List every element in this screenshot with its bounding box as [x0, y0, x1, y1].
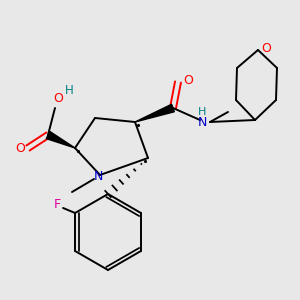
Text: O: O — [261, 41, 271, 55]
Text: N: N — [197, 116, 207, 130]
Text: H: H — [198, 107, 206, 117]
Text: F: F — [53, 199, 61, 212]
Polygon shape — [135, 104, 174, 122]
Polygon shape — [46, 131, 75, 148]
Text: O: O — [15, 142, 25, 154]
Text: N: N — [93, 169, 103, 182]
Text: O: O — [183, 74, 193, 86]
Text: H: H — [64, 83, 74, 97]
Text: O: O — [53, 92, 63, 104]
